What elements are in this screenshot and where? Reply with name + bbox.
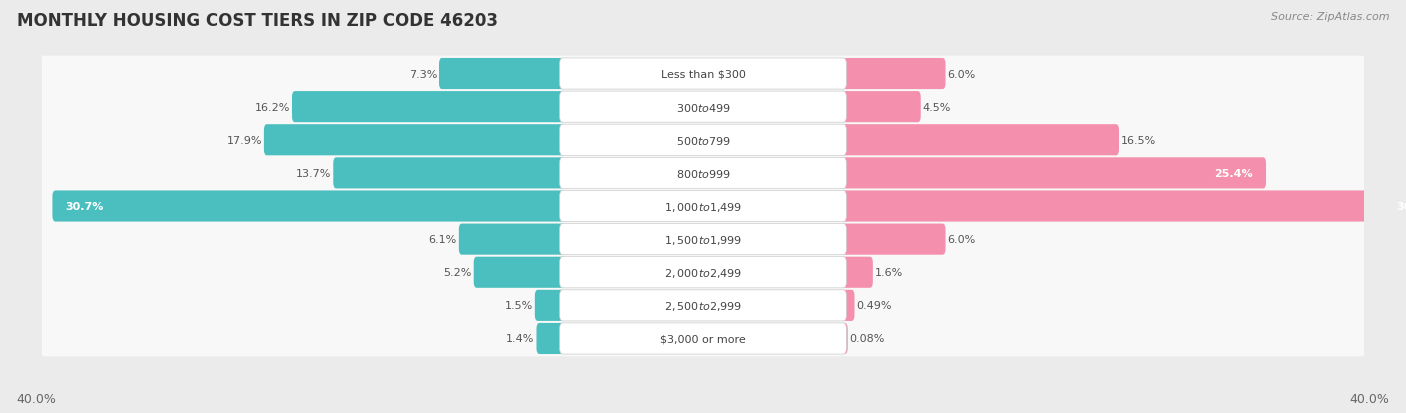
FancyBboxPatch shape <box>560 191 846 222</box>
Text: 25.4%: 25.4% <box>1215 169 1253 178</box>
Text: $800 to $999: $800 to $999 <box>675 168 731 179</box>
FancyBboxPatch shape <box>41 156 1365 191</box>
Text: 5.2%: 5.2% <box>443 268 471 278</box>
Text: $500 to $799: $500 to $799 <box>675 135 731 146</box>
FancyBboxPatch shape <box>841 224 945 255</box>
Text: 40.0%: 40.0% <box>17 392 56 405</box>
Text: $1,000 to $1,499: $1,000 to $1,499 <box>664 200 742 213</box>
Text: $2,000 to $2,499: $2,000 to $2,499 <box>664 266 742 279</box>
Text: 40.0%: 40.0% <box>1350 392 1389 405</box>
Text: 16.2%: 16.2% <box>254 102 290 112</box>
Text: 1.4%: 1.4% <box>506 334 534 344</box>
Text: 30.7%: 30.7% <box>65 202 104 211</box>
FancyBboxPatch shape <box>41 57 1365 92</box>
Text: 7.3%: 7.3% <box>409 69 437 79</box>
FancyBboxPatch shape <box>41 123 1365 158</box>
Text: 4.5%: 4.5% <box>922 102 950 112</box>
Text: $300 to $499: $300 to $499 <box>675 102 731 113</box>
Text: $3,000 or more: $3,000 or more <box>661 334 745 344</box>
FancyBboxPatch shape <box>439 59 565 90</box>
FancyBboxPatch shape <box>41 90 1365 125</box>
FancyBboxPatch shape <box>458 224 565 255</box>
FancyBboxPatch shape <box>841 125 1119 156</box>
Text: 36.4%: 36.4% <box>1396 202 1406 211</box>
Text: Less than $300: Less than $300 <box>661 69 745 79</box>
FancyBboxPatch shape <box>264 125 565 156</box>
FancyBboxPatch shape <box>560 59 846 90</box>
Text: $2,500 to $2,999: $2,500 to $2,999 <box>664 299 742 312</box>
Text: $1,500 to $1,999: $1,500 to $1,999 <box>664 233 742 246</box>
FancyBboxPatch shape <box>333 158 565 189</box>
FancyBboxPatch shape <box>534 290 565 321</box>
Text: 13.7%: 13.7% <box>295 169 332 178</box>
FancyBboxPatch shape <box>841 158 1265 189</box>
Text: 17.9%: 17.9% <box>226 135 262 145</box>
FancyBboxPatch shape <box>841 191 1406 222</box>
FancyBboxPatch shape <box>292 92 565 123</box>
Text: 1.5%: 1.5% <box>505 301 533 311</box>
FancyBboxPatch shape <box>41 222 1365 257</box>
Text: 0.49%: 0.49% <box>856 301 891 311</box>
FancyBboxPatch shape <box>841 92 921 123</box>
FancyBboxPatch shape <box>560 323 846 354</box>
FancyBboxPatch shape <box>474 257 565 288</box>
FancyBboxPatch shape <box>560 92 846 123</box>
Text: 0.08%: 0.08% <box>849 334 886 344</box>
FancyBboxPatch shape <box>841 257 873 288</box>
FancyBboxPatch shape <box>560 125 846 156</box>
Text: 16.5%: 16.5% <box>1121 135 1156 145</box>
FancyBboxPatch shape <box>41 321 1365 356</box>
FancyBboxPatch shape <box>41 288 1365 323</box>
Text: 1.6%: 1.6% <box>875 268 903 278</box>
FancyBboxPatch shape <box>560 224 846 255</box>
Text: 6.0%: 6.0% <box>948 69 976 79</box>
Text: Source: ZipAtlas.com: Source: ZipAtlas.com <box>1271 12 1389 22</box>
FancyBboxPatch shape <box>41 255 1365 290</box>
Text: MONTHLY HOUSING COST TIERS IN ZIP CODE 46203: MONTHLY HOUSING COST TIERS IN ZIP CODE 4… <box>17 12 498 30</box>
FancyBboxPatch shape <box>841 290 855 321</box>
FancyBboxPatch shape <box>537 323 565 354</box>
FancyBboxPatch shape <box>41 189 1365 224</box>
FancyBboxPatch shape <box>841 323 848 354</box>
Text: 6.1%: 6.1% <box>429 235 457 244</box>
FancyBboxPatch shape <box>841 59 945 90</box>
FancyBboxPatch shape <box>560 290 846 321</box>
FancyBboxPatch shape <box>560 257 846 288</box>
FancyBboxPatch shape <box>52 191 565 222</box>
Text: 6.0%: 6.0% <box>948 235 976 244</box>
FancyBboxPatch shape <box>560 158 846 189</box>
